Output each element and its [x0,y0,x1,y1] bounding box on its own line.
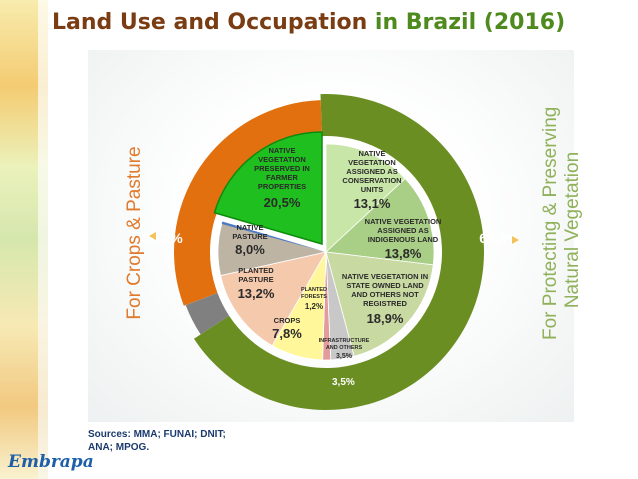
side-label-preserving-line1: For Protecting & Preserving [540,106,561,340]
label-state-l2: STATE OWNED LAND [346,281,424,290]
value-native-pasture: 8,0% [235,242,265,257]
outer-ring-segment-infrastructure [185,293,230,335]
pie-slice-state-owned-land [325,251,434,357]
label-planted-forests-l1: PLANTED [301,287,327,293]
pie-slice-indigenous-land [325,177,435,266]
label-conservation-l4: CONSERVATION [342,176,401,185]
label-crops: CROPS [274,316,301,325]
sources-line1: Sources: MMA; FUNAI; DNIT; [88,429,226,440]
label-state-l1: NATIVE VEGETATION IN [342,272,428,281]
side-label-preserving: For Protecting & Preserving Natural Veget… [540,106,584,340]
label-conservation-l3: ASSIGNED AS [346,167,397,176]
value-infra: 3,5% [336,353,353,360]
label-native-farm-l3: PRESERVED IN [254,164,310,173]
label-infra-l1: INFRASTRUCTURE [319,338,370,344]
right-arrow-marker [512,236,519,244]
label-native-farm-l4: FARMER [266,173,298,182]
label-state-l4: REGISTRED [363,299,407,308]
outer-label-infrastructure: 3,5% [332,377,355,388]
value-indigenous: 13,8% [385,246,422,261]
title-part-highlight: in Brazil (2016) [367,10,566,35]
pie-slice-native-pasture [217,221,327,277]
pie-slice-conservation-units [325,143,406,253]
label-native-pasture-l2: PASTURE [232,232,267,241]
label-infra-l2: AND OTHERS [326,345,363,351]
label-conservation-l5: UNITS [361,185,384,194]
label-planted-pasture-l1: PLANTED [238,266,274,275]
label-state-l3: AND OTHERS NOT [351,290,419,299]
title-part-main: Land Use and Occupation [52,10,368,35]
label-native-pasture-l1: NATIVE [237,223,264,232]
outer-label-crops: 30,2% [143,230,183,246]
logo-text: Embrapa [8,452,94,472]
value-planted-pasture: 13,2% [238,286,275,301]
value-native-farm: 20,5% [264,195,301,210]
label-native-farm-l1: NATIVE [269,146,296,155]
label-conservation-l2: VEGETATION [348,158,396,167]
label-conservation-l1: NATIVE [359,149,386,158]
pie-slice-native-vegetation-farms [213,131,323,245]
embrapa-logo: Embrapa [8,452,94,472]
value-state: 18,9% [367,311,404,326]
pie-divider-stripe [221,221,326,252]
outer-ring-segment-crops-pasture [173,100,322,306]
side-label-preserving-line2: Natural Vegetation [562,151,583,309]
pie-slice-planted-pasture [220,251,327,347]
decorative-side-stripe [0,0,48,479]
label-native-farm-l2: VEGETATION [258,155,306,164]
label-indigenous-l1: NATIVE VEGETATION [365,217,442,226]
label-native-farm-l5: PROPERTIES [258,182,306,191]
page-title: Land Use and Occupation in Brazil (2016) [52,10,622,35]
value-planted-forests: 1,2% [305,302,323,311]
label-indigenous-l2: ASSIGNED AS [377,226,428,235]
sources-note: Sources: MMA; FUNAI; DNIT; ANA; MPOG. [88,428,268,454]
sources-line2: ANA; MPOG. [88,442,150,453]
label-planted-pasture-l2: PASTURE [238,275,273,284]
left-arrow-marker [149,232,156,240]
label-indigenous-l3: INDIGENOUS LAND [368,235,439,244]
outer-ring-segment-vegetation [193,94,484,410]
value-crops: 7,8% [272,326,302,341]
outer-label-vegetation: 66,3% [479,230,519,246]
label-planted-forests-l2: FORESTS [301,294,327,300]
side-label-crops-pasture: For Crops & Pasture [124,146,145,320]
value-conservation: 13,1% [354,196,391,211]
